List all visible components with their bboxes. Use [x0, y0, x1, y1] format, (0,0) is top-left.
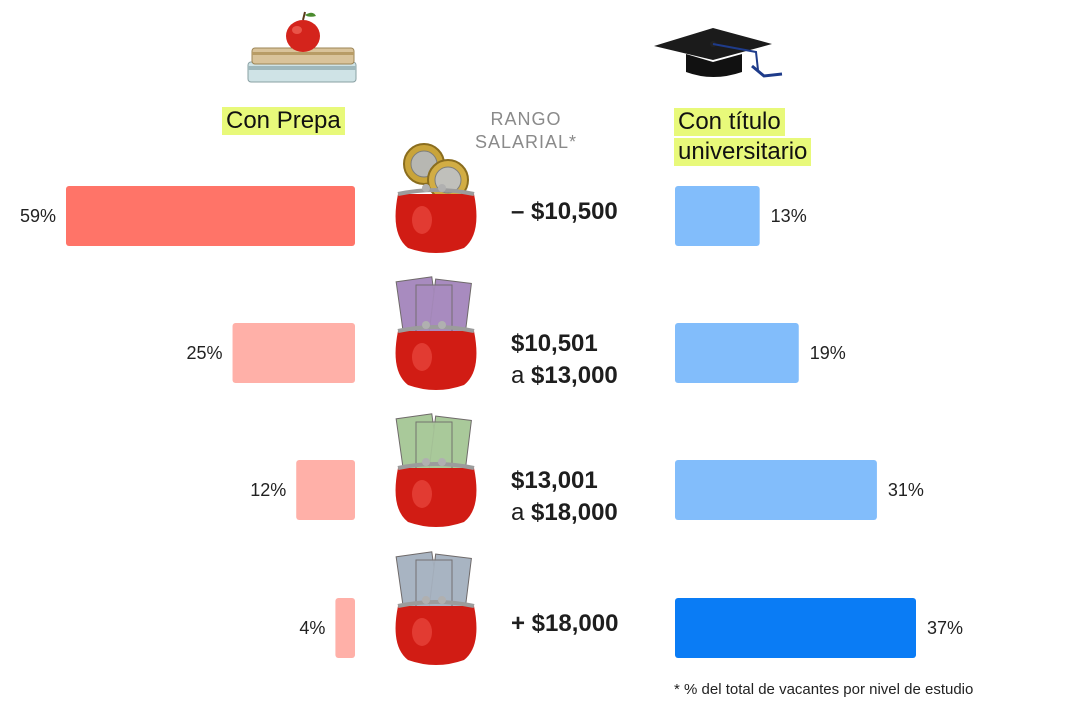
range-column-title: RANGO SALARIAL* — [458, 108, 594, 154]
right-value-label: 31% — [888, 480, 924, 500]
left-series-title: Con Prepa — [222, 107, 345, 135]
range-label-line1: $13,001 — [511, 467, 598, 494]
right-bar — [675, 598, 916, 658]
left-bar — [335, 598, 355, 658]
left-value-label: 59% — [20, 206, 56, 226]
purse-coins-icon — [395, 143, 477, 253]
right-bar — [675, 186, 760, 246]
purse-200-bills-icon — [395, 413, 477, 527]
range-label-line1: $10,501 — [511, 330, 598, 357]
books-apple-icon — [247, 11, 357, 83]
right-title-line1: Con título — [674, 108, 785, 136]
range-label: – $10,500 — [511, 198, 618, 225]
range-title-line2: SALARIAL* — [474, 132, 578, 152]
footnote: * % del total de vacantes por nivel de e… — [674, 681, 974, 698]
right-value-label: 13% — [771, 206, 807, 226]
right-value-label: 37% — [927, 618, 963, 638]
left-bar — [66, 186, 355, 246]
left-bar — [296, 460, 355, 520]
right-series-title: Con título universitario — [674, 108, 812, 168]
range-title-line1: RANGO — [490, 109, 562, 129]
purse-500-bills-icon — [395, 551, 477, 665]
right-title-line2: universitario — [674, 138, 812, 166]
range-label-line2: a $13,000 — [511, 362, 618, 389]
right-bar — [675, 323, 799, 383]
range-label-line2: a $18,000 — [511, 499, 618, 526]
right-value-label: 19% — [810, 343, 846, 363]
right-bar — [675, 460, 877, 520]
left-value-label: 25% — [187, 343, 223, 363]
left-bar — [232, 323, 355, 383]
graduation-cap-icon — [654, 28, 783, 78]
range-label: + $18,000 — [511, 610, 618, 637]
purse-100-bills-icon — [395, 276, 477, 390]
left-value-label: 4% — [299, 618, 325, 638]
left-value-label: 12% — [250, 480, 286, 500]
